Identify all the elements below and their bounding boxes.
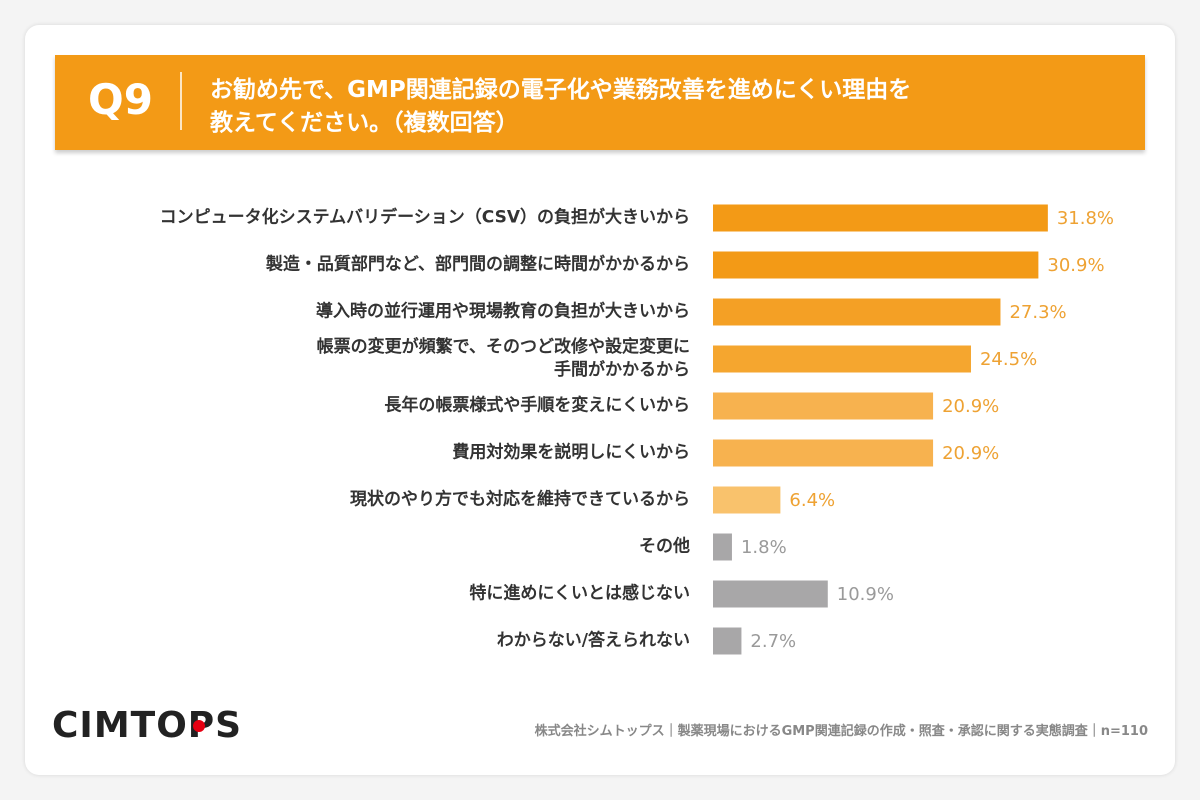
category-label: 製造・品質部門など、部門間の調整に時間がかかるから <box>265 254 690 275</box>
footer: 株式会社シムトップス｜製薬現場におけるGMP関連記録の作成・照査・承認に関する実… <box>534 724 1148 739</box>
value-label: 27.3% <box>1009 302 1066 323</box>
category-label: 長年の帳票様式や手順を変えにくいから <box>384 395 690 416</box>
value-label: 6.4% <box>789 490 835 511</box>
value-label: 20.9% <box>942 443 999 464</box>
separator <box>180 72 182 130</box>
bar <box>713 251 1039 279</box>
bar <box>713 580 828 608</box>
bar <box>713 533 732 561</box>
value-label: 1.8% <box>741 537 787 558</box>
logo-dot <box>193 720 205 732</box>
bar <box>713 439 934 467</box>
category-label: 現状のやり方でも対応を維持できているから <box>350 489 690 510</box>
value-label: 31.8% <box>1057 208 1114 229</box>
question-number: Q9 <box>88 75 153 124</box>
value-label: 30.9% <box>1047 255 1104 276</box>
card <box>25 25 1175 775</box>
category-label: 特に進めにくいとは感じない <box>469 583 690 604</box>
category-label: 導入時の並行運用や現場教育の負担が大きいから <box>316 301 690 322</box>
bar <box>713 204 1048 232</box>
bar <box>713 298 1001 326</box>
value-label: 24.5% <box>980 349 1037 370</box>
bar <box>713 486 781 514</box>
question-line: 教えてください。（複数回答） <box>210 110 519 136</box>
bar <box>713 627 742 655</box>
value-label: 10.9% <box>837 584 894 605</box>
category-label: 帳票の変更が頻繁で、そのつど改修や設定変更に 手間がかかるから <box>316 337 690 380</box>
bar <box>713 345 971 373</box>
question-line: お勧め先で、GMP関連記録の電子化や業務改善を進めにくい理由を <box>210 77 912 103</box>
value-label: 20.9% <box>942 396 999 417</box>
category-label: その他 <box>639 536 690 557</box>
category-label: 費用対効果を説明しにくいから <box>452 442 690 463</box>
value-label: 2.7% <box>750 631 796 652</box>
category-label: コンピュータ化システムバリデーション（CSV）の負担が大きいから <box>159 207 690 228</box>
question-band <box>55 55 1145 150</box>
bar <box>713 392 934 420</box>
category-label: わからない/答えられない <box>496 630 690 651</box>
logo: CIMTOPS <box>52 705 243 746</box>
